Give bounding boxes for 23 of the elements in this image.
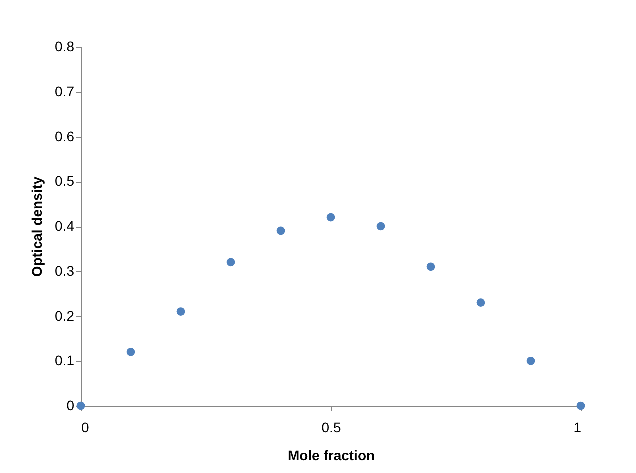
y-tick-label: 0.1 xyxy=(55,352,75,369)
y-tick-label: 0.8 xyxy=(55,38,75,54)
point xyxy=(326,213,336,222)
point xyxy=(276,226,286,236)
point xyxy=(376,222,386,231)
point xyxy=(176,308,186,316)
y-tick-label: 0.6 xyxy=(55,128,75,144)
y-tick-label: 0.3 xyxy=(55,262,75,279)
x-tick-label: 0 xyxy=(82,420,90,436)
y-tick-label: 0.2 xyxy=(55,308,75,324)
y-tick-label: 0 xyxy=(66,398,75,414)
y-tick-label: 0.5 xyxy=(55,173,75,190)
y-tick-label: 0.7 xyxy=(55,83,75,100)
y-tick-label: 0.4 xyxy=(55,218,75,234)
y-axis-title: Optical density xyxy=(29,176,46,278)
point xyxy=(226,258,236,267)
point xyxy=(476,298,486,307)
point xyxy=(426,262,436,272)
x-tick-label: 1 xyxy=(574,420,582,436)
point xyxy=(526,356,536,366)
point xyxy=(126,348,136,356)
x-axis-title: Mole fraction xyxy=(288,448,376,464)
x-tick-label: 0.5 xyxy=(322,420,342,436)
